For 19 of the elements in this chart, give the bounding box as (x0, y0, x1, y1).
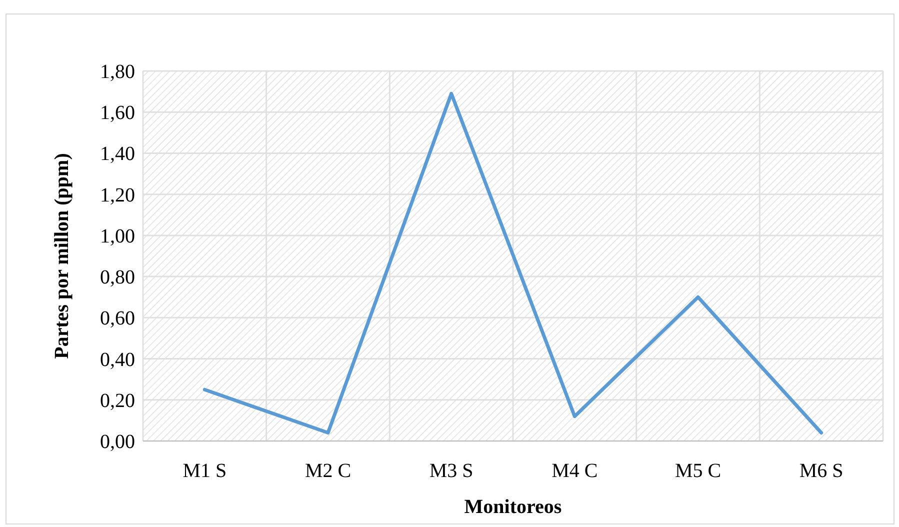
y-tick-label: 0,40 (100, 348, 135, 371)
x-tick-label: M4 C (552, 460, 598, 482)
x-tick-label: M6 S (799, 460, 844, 482)
y-tick-label: 1,20 (100, 184, 135, 206)
y-axis-title: Partes por millon (ppm) (51, 153, 73, 359)
y-tick-label: 1,00 (100, 225, 135, 248)
y-tick-label: 0,80 (100, 266, 135, 289)
line-series (202, 92, 824, 435)
y-tick-label: 1,80 (100, 61, 135, 83)
y-tick-label: 1,40 (100, 143, 135, 166)
x-tick-label: M3 S (429, 460, 474, 482)
y-tick-label: 0,00 (100, 431, 135, 453)
y-tick-label: 1,60 (100, 102, 135, 124)
y-tick-label: 0,60 (100, 308, 135, 330)
x-tick-label: M2 C (304, 460, 352, 482)
y-tick-label: 0,20 (100, 390, 135, 412)
x-tick-label: M1 S (182, 460, 227, 482)
x-axis-title: Monitoreos (464, 496, 562, 518)
x-tick-label: M5 C (674, 460, 722, 482)
